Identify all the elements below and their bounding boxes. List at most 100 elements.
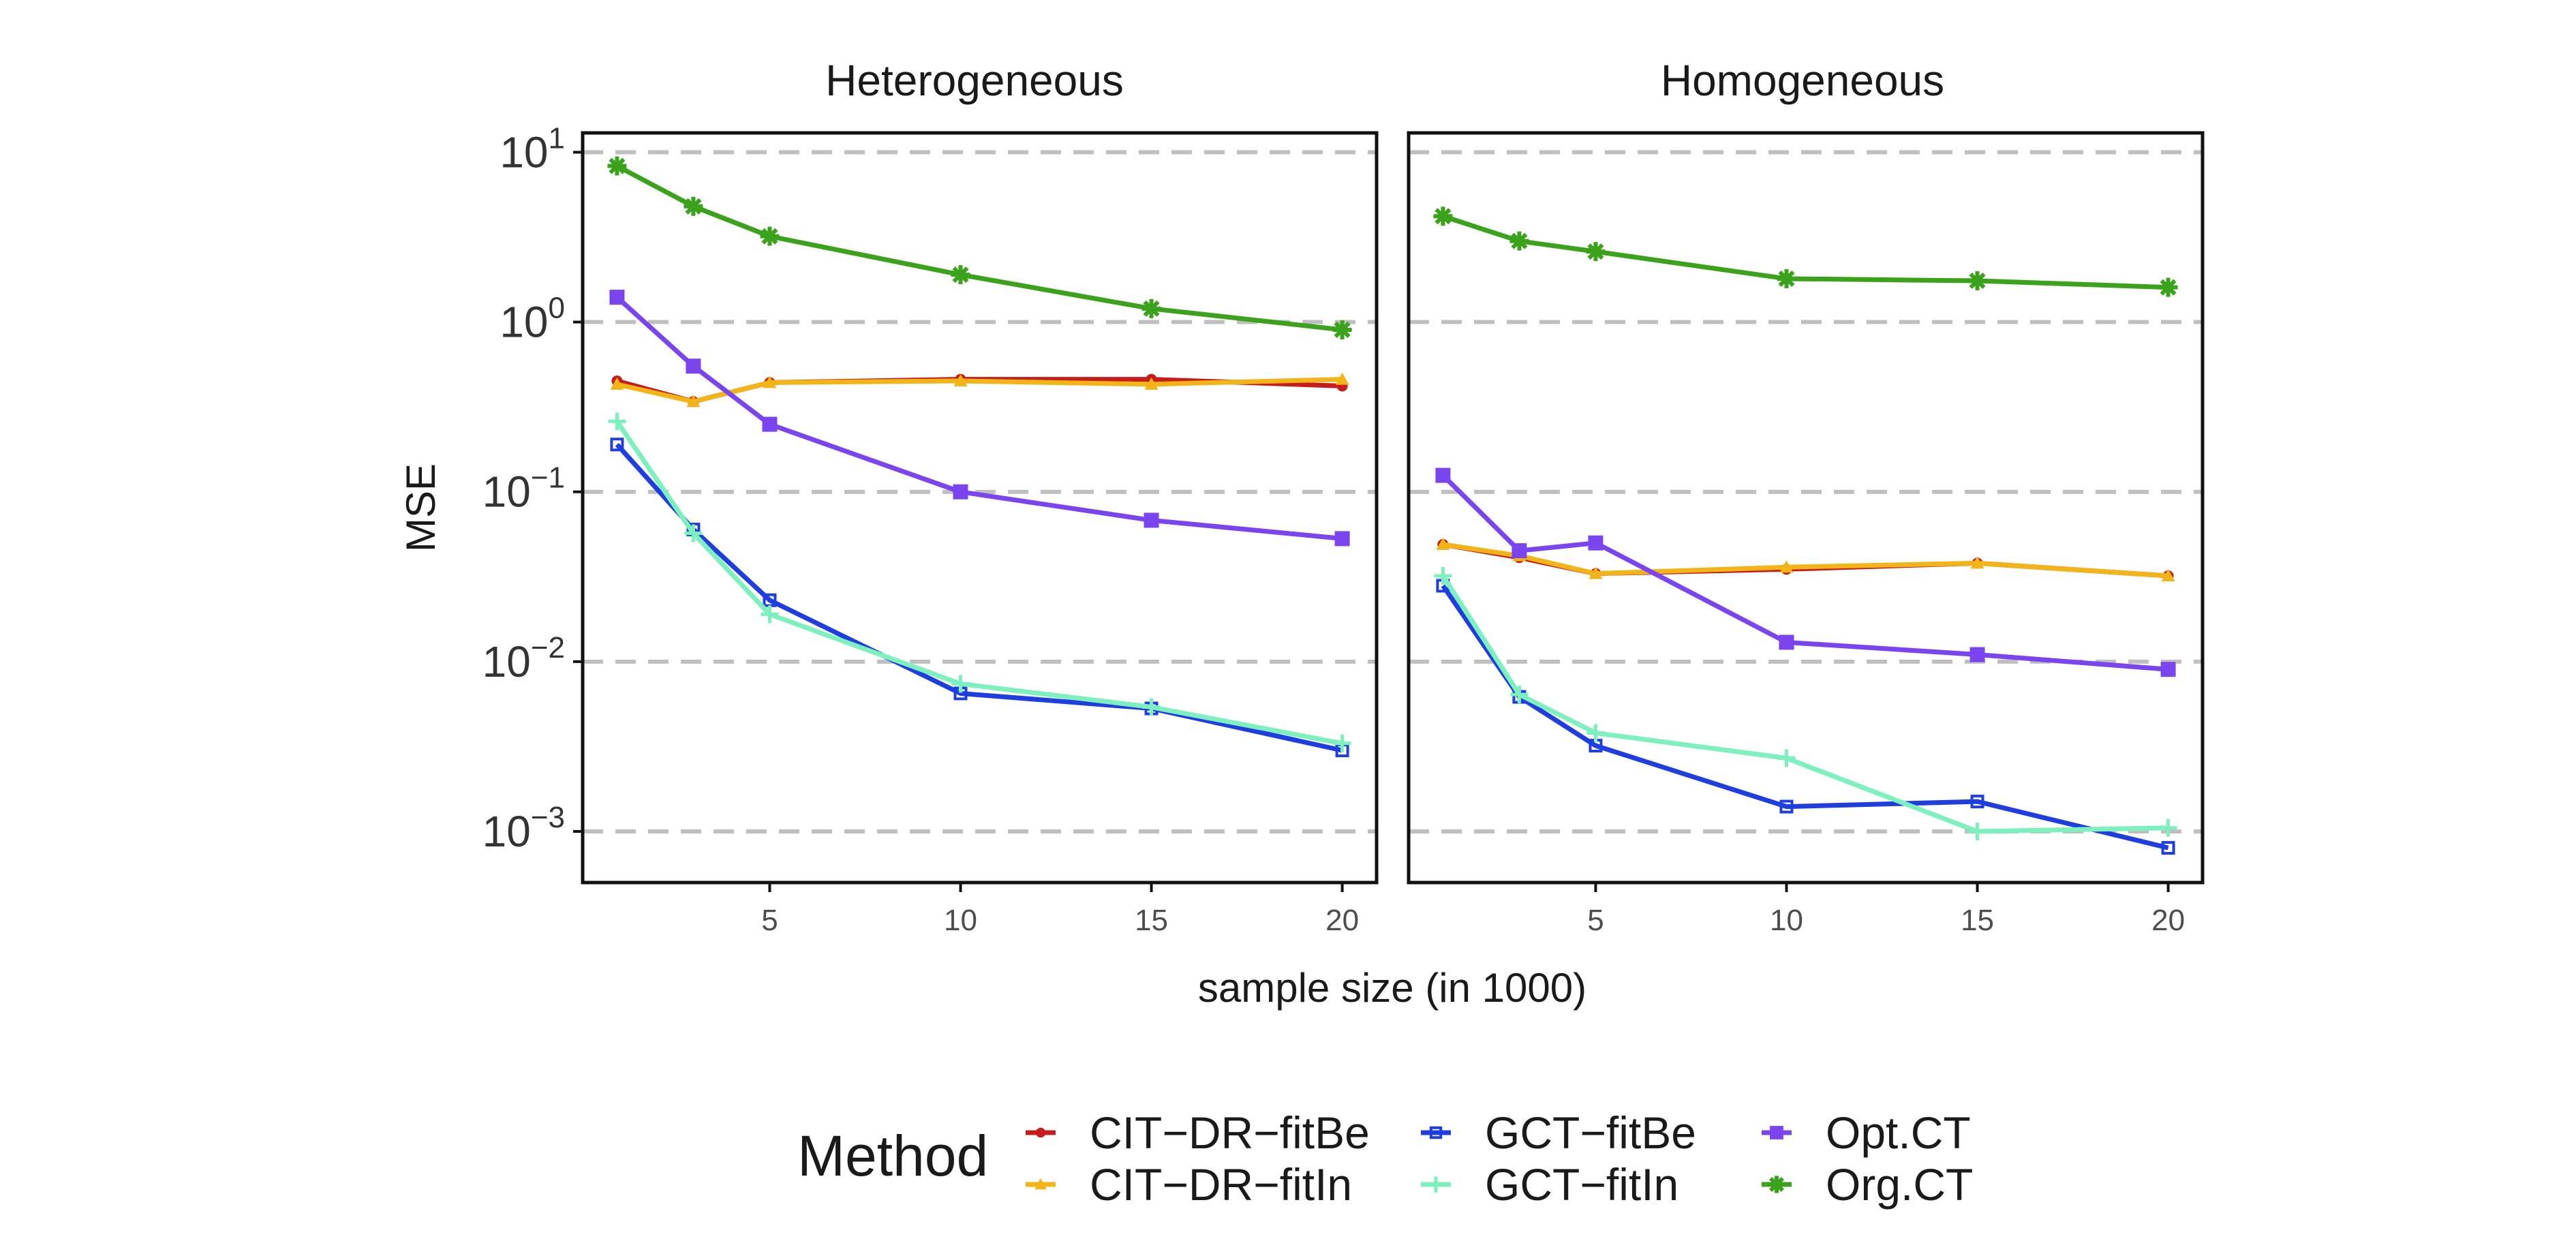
x-tick-label: 15 — [1961, 904, 1994, 937]
legend-item-label: GCT−fitIn — [1485, 1159, 1678, 1210]
data-point — [1779, 634, 1794, 650]
data-point — [1970, 556, 1984, 569]
data-point — [1144, 377, 1159, 390]
series-layer — [1433, 206, 2178, 855]
x-axis: 5 10 15 20 — [761, 883, 1359, 937]
data-point — [1333, 734, 1351, 752]
series-line — [1442, 213, 2168, 290]
data-point — [1142, 698, 1161, 716]
data-point — [684, 196, 703, 216]
data-point — [1586, 242, 1606, 262]
data-point — [951, 675, 970, 693]
data-point — [686, 395, 701, 408]
data-point — [2161, 568, 2175, 581]
x-tick-label: 5 — [1587, 904, 1604, 937]
data-point — [608, 412, 626, 431]
data-point — [951, 265, 970, 285]
data-point — [1510, 686, 1529, 704]
data-point — [953, 484, 968, 500]
legend-title: Method — [797, 1124, 988, 1188]
data-point — [1588, 535, 1604, 551]
panel-border — [581, 131, 1379, 885]
series-line — [615, 420, 1343, 746]
x-tick-label: 20 — [2151, 904, 2185, 937]
x-tick-label: 5 — [761, 904, 778, 937]
data-point — [1434, 566, 1452, 585]
series-line — [1441, 474, 2168, 672]
data-point — [2159, 818, 2177, 837]
data-point — [610, 377, 624, 390]
x-tick-label: 20 — [1325, 904, 1359, 937]
data-point — [1777, 269, 1796, 288]
panel-title: Heterogeneous — [825, 56, 1124, 105]
data-point — [1435, 468, 1451, 483]
panel-border — [1407, 131, 2205, 885]
data-point — [1436, 537, 1450, 550]
x-tick-label: 10 — [944, 904, 977, 937]
x-axis-label: sample size (in 1000) — [1198, 965, 1586, 1011]
data-point — [1035, 1127, 1046, 1138]
data-point — [609, 290, 625, 305]
data-point — [760, 226, 780, 246]
data-point — [1509, 231, 1529, 251]
y-axis-label: MSE — [398, 463, 444, 552]
data-point — [763, 376, 777, 388]
data-point — [1968, 823, 1987, 840]
panel-plot-area — [1409, 133, 2203, 883]
data-point — [1967, 271, 1987, 290]
y-tick-label: 10−1 — [482, 461, 565, 517]
data-point — [1034, 1178, 1047, 1190]
data-point — [1779, 560, 1794, 573]
data-point — [610, 438, 624, 452]
data-point — [2161, 841, 2175, 855]
data-point — [1433, 206, 1453, 226]
y-tick-label: 100 — [500, 292, 565, 347]
data-point — [1589, 566, 1603, 579]
data-point — [1141, 298, 1161, 318]
data-point — [1779, 799, 1794, 814]
series-layer — [607, 156, 1352, 758]
data-point — [1512, 543, 1527, 559]
data-point — [2160, 662, 2176, 677]
data-point — [1586, 724, 1605, 742]
data-point — [607, 156, 627, 176]
panel-homogeneous: Homogeneous 5 10 15 20 — [1407, 56, 2205, 937]
data-point — [1332, 320, 1352, 339]
y-tick-label: 10−3 — [482, 801, 565, 856]
panel-plot-area — [583, 133, 1377, 883]
legend-item-label: Org.CT — [1826, 1159, 1973, 1210]
data-point — [953, 373, 968, 386]
data-point — [686, 358, 701, 374]
data-point — [1334, 531, 1350, 547]
legend-item-label: GCT−fitBe — [1485, 1107, 1696, 1158]
data-point — [1144, 512, 1159, 528]
legend-item-label: CIT−DR−fitIn — [1090, 1159, 1352, 1210]
x-axis: 5 10 15 20 — [1587, 883, 2185, 937]
series-line — [615, 295, 1343, 541]
panel-heterogeneous: Heterogeneous 5 10 15 20 — [581, 56, 1379, 937]
data-point — [1429, 1126, 1443, 1139]
x-tick-label: 10 — [1770, 904, 1803, 937]
gridlines — [583, 150, 1377, 833]
y-axis: 101 100 10−1 10−2 10−3 — [482, 121, 583, 856]
data-point — [2158, 277, 2178, 297]
data-point — [1335, 372, 1349, 385]
series-line — [1442, 542, 2168, 579]
data-point — [1777, 749, 1796, 767]
y-tick-label: 101 — [500, 121, 565, 177]
data-point — [761, 605, 779, 624]
data-point — [1428, 1176, 1444, 1193]
data-point — [1768, 1176, 1785, 1193]
data-point — [1770, 1126, 1783, 1139]
data-point — [1969, 647, 1985, 662]
legend-item-label: CIT−DR−fitBe — [1090, 1107, 1370, 1158]
data-point — [1970, 795, 1984, 809]
series-line — [615, 164, 1343, 333]
x-tick-label: 15 — [1135, 904, 1168, 937]
series-line — [616, 377, 1343, 404]
data-point — [762, 416, 778, 432]
series-line — [1441, 575, 2168, 834]
y-tick-label: 10−2 — [482, 631, 565, 686]
